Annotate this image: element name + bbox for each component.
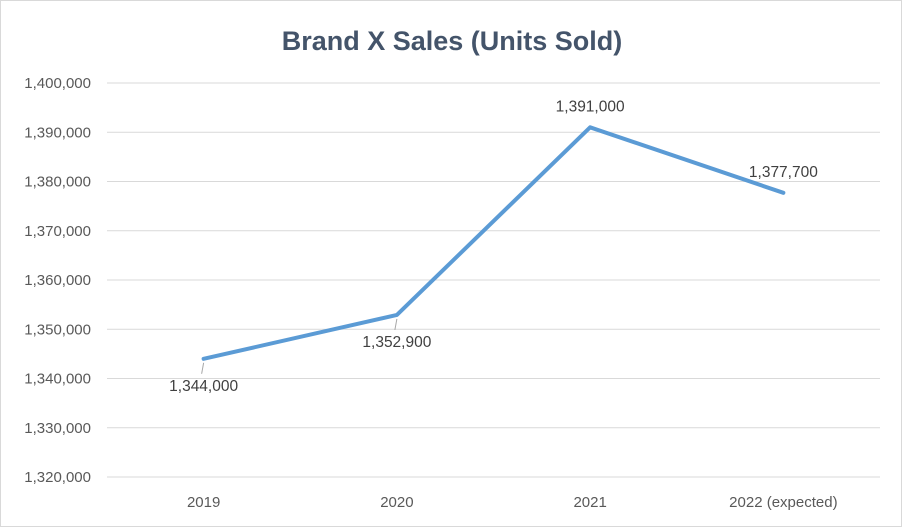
- data-label: 1,352,900: [362, 334, 431, 351]
- series-layer: [201, 125, 786, 361]
- x-tick-label: 2019: [187, 494, 220, 511]
- data-label: 1,344,000: [169, 378, 238, 395]
- y-tick-label: 1,380,000: [24, 174, 91, 191]
- x-tick-label: 2021: [573, 494, 606, 511]
- x-tick-label: 2020: [380, 494, 413, 511]
- gridlines: [107, 82, 880, 478]
- y-tick-label: 1,340,000: [24, 371, 91, 388]
- y-tick-label: 1,330,000: [24, 420, 91, 437]
- data-label: 1,377,700: [749, 164, 818, 181]
- series-line: [201, 125, 786, 361]
- y-tick-label: 1,360,000: [24, 272, 91, 289]
- y-tick-label: 1,370,000: [24, 223, 91, 240]
- y-tick-label: 1,320,000: [24, 469, 91, 486]
- y-tick-label: 1,390,000: [24, 124, 91, 141]
- x-tick-label: 2022 (expected): [729, 494, 837, 511]
- data-label: 1,391,000: [556, 98, 625, 115]
- data-labels: 1,344,000 1,352,900 1,391,000 1,377,700: [169, 98, 818, 394]
- y-axis-tick-labels: 1,320,000 1,330,000 1,340,000 1,350,000 1,36…: [24, 75, 91, 486]
- data-label-leader: [201, 362, 205, 374]
- y-tick-label: 1,350,000: [24, 321, 91, 338]
- y-tick-label: 1,400,000: [24, 75, 91, 92]
- chart-title: Brand X Sales (Units Sold): [282, 26, 623, 56]
- data-label-leader: [394, 318, 398, 331]
- x-axis-tick-labels: 2019 2020 2021 2022 (expected): [187, 494, 838, 511]
